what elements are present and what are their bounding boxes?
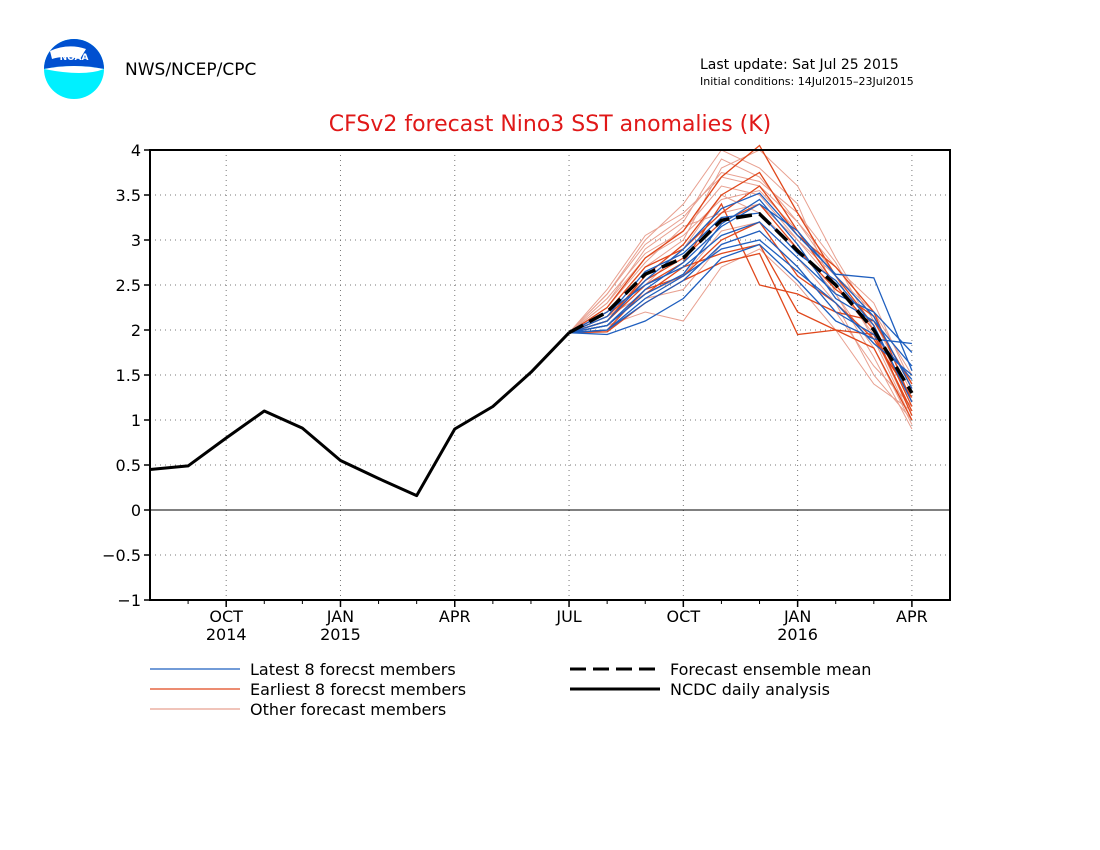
grid-lines: [150, 150, 950, 600]
member-line-latest: [569, 239, 913, 376]
y-axis: −1 −0.5 0 0.5 1 1.5 2 2.5 3 3.5 4: [102, 141, 913, 610]
chart-title: CFSv2 forecast Nino3 SST anomalies (K): [328, 112, 772, 137]
x-year-label: 2015: [320, 625, 361, 644]
y-tick-label: 2: [131, 321, 141, 340]
x-tick-label: JUL: [555, 607, 581, 626]
y-tick-label: 3.5: [116, 186, 141, 205]
mean-polyline: [568, 212, 914, 394]
legend-label-earliest: Earliest 8 forecst members: [250, 680, 466, 699]
legend-label-latest: Latest 8 forecst members: [250, 660, 456, 679]
organization-label: NWS/NCEP/CPC: [125, 60, 257, 80]
member-line-earliest: [568, 185, 913, 403]
member-line-latest: [568, 203, 913, 389]
forecast-members: [568, 144, 913, 430]
y-tick-label: −0.5: [102, 546, 141, 565]
x-tick-label: APR: [896, 607, 928, 626]
y-tick-label: 4: [131, 141, 141, 160]
member-line-earliest: [568, 144, 913, 407]
y-tick-label: −1: [117, 591, 141, 610]
legend-label-other: Other forecast members: [250, 700, 446, 719]
x-year-label: 2014: [206, 625, 247, 644]
x-tick-label: JAN: [783, 607, 811, 626]
member-line-other: [568, 176, 913, 385]
x-tick-label: OCT: [667, 607, 701, 626]
initial-conditions-label: Initial conditions: 14Jul2015–23Jul2015: [700, 75, 914, 88]
x-tick-label: OCT: [209, 607, 243, 626]
x-tick-label: APR: [439, 607, 471, 626]
member-line-latest: [569, 243, 912, 345]
y-tick-label: 0.5: [116, 456, 141, 475]
y-tick-label: 1.5: [116, 366, 141, 385]
last-update-label: Last update: Sat Jul 25 2015: [700, 57, 899, 73]
x-tick-label: JAN: [326, 607, 354, 626]
member-line-latest: [568, 192, 913, 371]
legend-label-mean: Forecast ensemble mean: [670, 660, 871, 679]
legend-label-analysis: NCDC daily analysis: [670, 680, 830, 699]
x-year-label: 2016: [777, 625, 818, 644]
member-line-other: [568, 149, 913, 394]
y-tick-label: 3: [131, 231, 141, 250]
y-tick-label: 2.5: [116, 276, 141, 295]
y-tick-label: 1: [131, 411, 141, 430]
ensemble-mean-line: [568, 212, 914, 394]
member-line-latest: [568, 221, 913, 353]
member-line-other: [568, 203, 913, 376]
analysis-polyline: [149, 331, 571, 498]
analysis-line: [149, 331, 571, 498]
y-tick-label: 0: [131, 501, 141, 520]
member-line-latest: [568, 198, 913, 367]
member-line-earliest: [569, 252, 913, 412]
